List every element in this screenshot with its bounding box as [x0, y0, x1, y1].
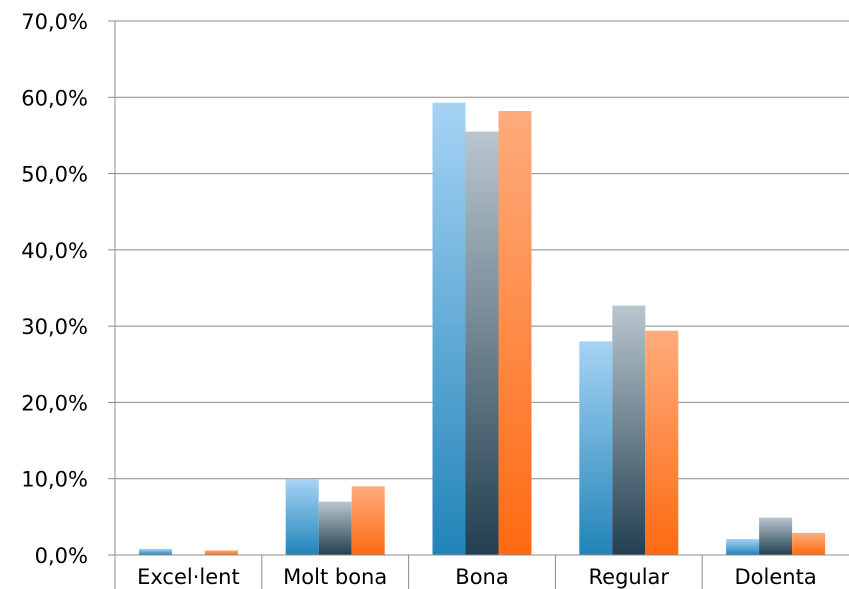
bar — [645, 330, 679, 555]
category-label: Molt bona — [283, 565, 387, 589]
y-tick-label: 10,0% — [21, 468, 88, 492]
axes — [108, 20, 849, 589]
bar — [138, 548, 172, 555]
y-tick-label: 30,0% — [21, 315, 88, 339]
category-label: Bona — [455, 565, 508, 589]
category-label: Dolenta — [735, 565, 817, 589]
bar — [498, 111, 532, 555]
bar — [759, 517, 793, 555]
bar — [792, 532, 826, 555]
bar — [285, 479, 319, 555]
bars — [138, 102, 826, 555]
y-tick-labels: 0,0% 10,0% 20,0% 30,0% 40,0% 50,0% 60,0% 70,0% — [21, 10, 88, 568]
category-labels: Excel·lent Molt bona Bona Regular Dolenta — [137, 565, 817, 589]
bar — [318, 501, 352, 555]
y-tick-label: 20,0% — [21, 391, 88, 415]
bar — [579, 341, 613, 555]
category-label: Excel·lent — [137, 565, 240, 589]
bar — [465, 131, 499, 555]
y-tick-label: 50,0% — [21, 163, 88, 187]
y-tick-label: 60,0% — [21, 86, 88, 110]
category-label: Regular — [589, 565, 670, 589]
bar — [726, 538, 760, 555]
bar — [432, 102, 466, 555]
bar — [612, 305, 646, 555]
bar — [204, 550, 238, 555]
y-tick-label: 70,0% — [21, 10, 88, 34]
y-tick-label: 0,0% — [35, 544, 88, 568]
bar — [351, 486, 385, 555]
y-tick-label: 40,0% — [21, 239, 88, 263]
